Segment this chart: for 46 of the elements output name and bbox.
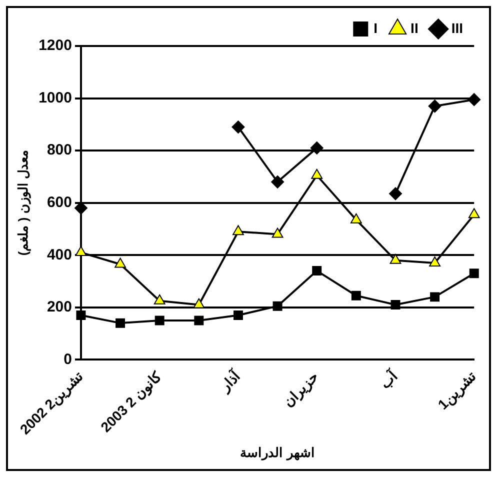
point [154,316,164,326]
y-tick-label: 800 [46,142,72,159]
y-tick-label: 1200 [38,37,72,54]
y-tick-label: 1000 [38,89,72,106]
point [390,300,400,310]
point [350,213,362,224]
point [114,258,126,268]
point [469,268,479,278]
point [193,298,205,308]
point [271,175,284,188]
point [194,316,204,326]
legend-label: II [410,20,418,36]
point [232,120,245,134]
legend-label: I [374,20,378,36]
point [154,294,166,304]
legend-label: III [451,20,464,36]
point [351,290,361,300]
y-tick-label: 400 [46,246,72,264]
point [75,246,87,256]
point [76,310,86,320]
y-tick-label: 200 [46,298,72,316]
point [310,141,324,154]
point [311,168,323,179]
point [429,256,440,266]
x-tick-label: آب [376,366,402,392]
x-tick-label: آذار [216,366,244,396]
x-tick-label: تشرين2 2002 [16,368,87,438]
point [232,225,244,236]
point [312,266,322,276]
y-tick-label: 0 [64,350,72,368]
x-axis-title: اشهر الدراسة [240,444,315,461]
point [233,310,243,320]
point [388,187,402,200]
x-tick-label: تشرين1 [434,368,480,414]
point [468,93,481,106]
point [390,254,402,264]
point [272,301,282,311]
point [116,318,126,328]
point [468,208,480,218]
point [428,100,442,113]
y-tick-label: 600 [46,194,72,211]
x-tick-label: حزيران [280,368,322,411]
point [430,292,440,302]
point [272,228,284,238]
x-tick-label: كانون 2 2003 [97,368,166,436]
y-axis-title: معدل الوزن ( ملغم) [15,150,32,256]
